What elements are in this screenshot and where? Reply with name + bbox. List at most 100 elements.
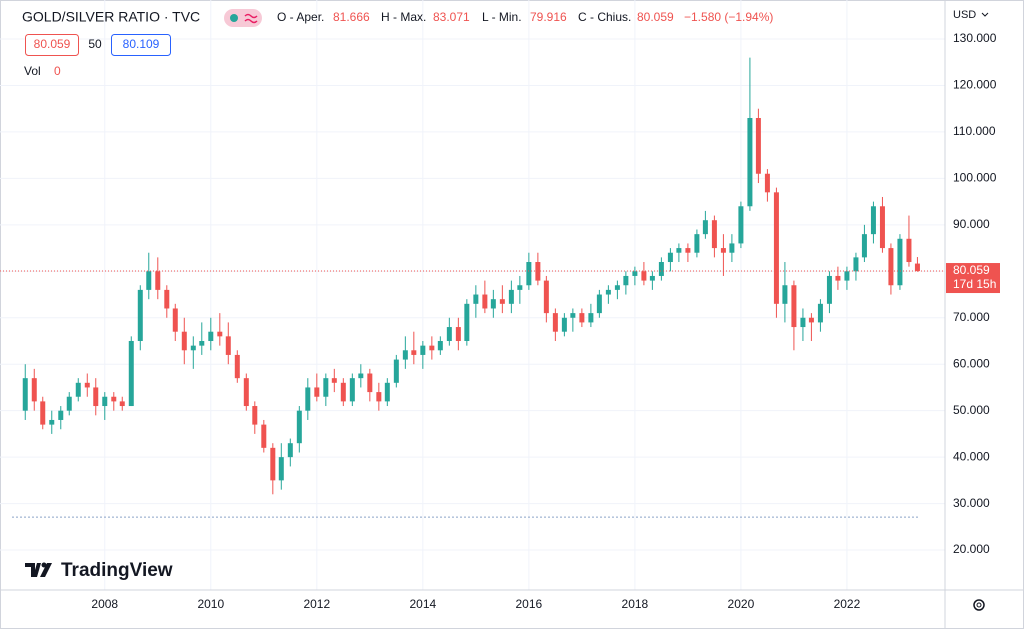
bid-value[interactable]: 80.059 bbox=[34, 37, 71, 51]
candle-body bbox=[411, 350, 417, 355]
candle-body bbox=[340, 382, 346, 402]
chart-title: GOLD/SILVER RATIO · TVC bbox=[22, 9, 200, 25]
candle-body bbox=[164, 289, 170, 309]
status-icons bbox=[224, 9, 262, 27]
candle-body bbox=[817, 303, 823, 323]
ask-value[interactable]: 80.109 bbox=[123, 37, 160, 51]
candle-body bbox=[208, 331, 214, 341]
volume-value: 0 bbox=[54, 64, 61, 78]
candle-body bbox=[190, 345, 196, 351]
candle-body bbox=[508, 289, 514, 304]
candle-body bbox=[367, 373, 373, 393]
candle-body bbox=[711, 220, 717, 249]
candle-body bbox=[376, 392, 382, 402]
candle-body bbox=[261, 424, 267, 448]
candle-body bbox=[199, 340, 205, 346]
x-tick-label: 2008 bbox=[91, 597, 118, 611]
gear[interactable] bbox=[973, 599, 985, 611]
candle-body bbox=[358, 373, 364, 379]
candle-body bbox=[490, 299, 496, 309]
candle-body bbox=[747, 118, 753, 207]
candle-body bbox=[217, 331, 223, 337]
candle-body bbox=[588, 313, 594, 323]
candle-body bbox=[84, 382, 90, 388]
x-tick-label: 2012 bbox=[303, 597, 330, 611]
candle-body bbox=[888, 248, 894, 286]
candle-body bbox=[482, 294, 488, 309]
x-tick-label: 2018 bbox=[622, 597, 649, 611]
candle-body bbox=[623, 275, 629, 286]
candle-body bbox=[861, 234, 867, 258]
open-label: O - Aper. bbox=[277, 10, 324, 24]
candle-body bbox=[455, 327, 461, 341]
y-tick-label: 70.000 bbox=[953, 310, 990, 324]
settings-icon[interactable] bbox=[973, 599, 985, 611]
low-label: L - Min. bbox=[482, 10, 522, 24]
candle-body bbox=[764, 173, 770, 193]
candle-body bbox=[702, 220, 708, 235]
y-tick-label: 90.000 bbox=[953, 217, 990, 231]
logo-dot bbox=[41, 562, 47, 568]
candle-body bbox=[853, 257, 859, 272]
candle-body bbox=[641, 271, 647, 281]
candle-body bbox=[499, 299, 505, 304]
candle-body bbox=[667, 252, 673, 263]
logo bbox=[25, 562, 52, 577]
close-value: 80.059 bbox=[637, 10, 674, 24]
candle-body bbox=[49, 419, 55, 425]
candle-body bbox=[835, 275, 841, 281]
y-tick-label: 60.000 bbox=[953, 356, 990, 370]
candle-body bbox=[596, 294, 602, 314]
high-value: 83.071 bbox=[433, 10, 470, 24]
candle-body bbox=[270, 447, 276, 481]
candle-body bbox=[676, 248, 682, 253]
candle-body bbox=[570, 313, 576, 318]
candle-body bbox=[605, 289, 611, 295]
candle-body bbox=[314, 387, 320, 397]
candle-body bbox=[791, 285, 797, 328]
candle-body bbox=[323, 378, 329, 397]
candle-body bbox=[393, 359, 399, 383]
candle-body bbox=[252, 406, 258, 425]
gear-hub[interactable] bbox=[976, 602, 982, 608]
candle-body bbox=[446, 327, 452, 341]
bid-box[interactable] bbox=[25, 34, 79, 56]
candle-body bbox=[181, 331, 187, 351]
logo-mark2 bbox=[40, 563, 52, 577]
low-value: 79.916 bbox=[530, 10, 567, 24]
last-price-label: 80.059 bbox=[953, 263, 990, 277]
candle-body bbox=[22, 378, 28, 411]
candle-body bbox=[111, 396, 117, 402]
candle-body bbox=[137, 289, 143, 341]
y-tick-label: 50.000 bbox=[953, 403, 990, 417]
candle-body bbox=[879, 206, 885, 249]
volume-label: Vol bbox=[24, 64, 41, 78]
candle-body bbox=[31, 378, 37, 402]
candle-body bbox=[128, 340, 134, 407]
candle-body bbox=[517, 285, 523, 290]
currency-caret[interactable] bbox=[981, 12, 989, 17]
currency[interactable]: USD bbox=[953, 9, 976, 21]
candle-body bbox=[614, 285, 620, 290]
candle-body bbox=[649, 275, 655, 281]
candle-body bbox=[464, 303, 470, 341]
y-tick-label: 30.000 bbox=[953, 496, 990, 510]
candle-body bbox=[146, 271, 152, 290]
candle-body bbox=[172, 308, 178, 332]
candle-body bbox=[402, 350, 408, 360]
candle-body bbox=[225, 336, 231, 355]
candle-body bbox=[349, 378, 355, 402]
close-label: C - Chius. bbox=[578, 10, 631, 24]
x-tick-label: 2016 bbox=[516, 597, 543, 611]
candle-body bbox=[808, 317, 814, 323]
candle-body bbox=[331, 378, 337, 383]
y-tick-label: 20.000 bbox=[953, 542, 990, 556]
candle-body bbox=[658, 262, 664, 276]
candle-body bbox=[526, 262, 532, 286]
candle-body bbox=[429, 345, 435, 351]
ask-box[interactable] bbox=[111, 34, 171, 56]
y-tick-label: 130.000 bbox=[953, 31, 997, 45]
